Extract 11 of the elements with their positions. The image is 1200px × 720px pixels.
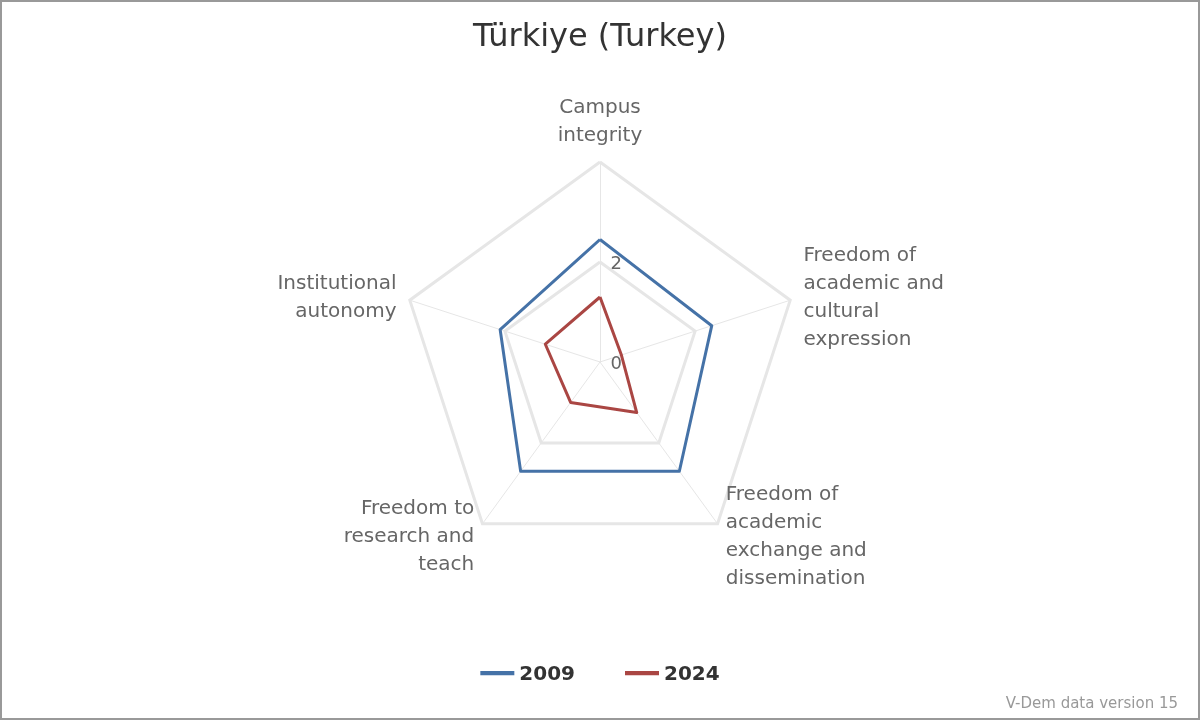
y-tick-label: 2 [610, 251, 622, 273]
text: V-Dem data version 15 [1005, 693, 1179, 712]
legend-label: 2009 [519, 661, 576, 685]
spoke-label: Institutional autonomy [277, 269, 397, 322]
spoke-label: Campus integrity [557, 94, 643, 146]
chart-title: Türkiye (Turkey) [472, 16, 727, 54]
spoke-label: Freedom to research and teach [343, 495, 475, 576]
spoke-label: Freedom of academic exchange and dissemination [725, 481, 867, 590]
y-tick-label: 0 [610, 351, 622, 373]
legend-label: 2024 [664, 661, 720, 685]
spoke-label: Freedom of academic and cultural expression [803, 241, 945, 350]
